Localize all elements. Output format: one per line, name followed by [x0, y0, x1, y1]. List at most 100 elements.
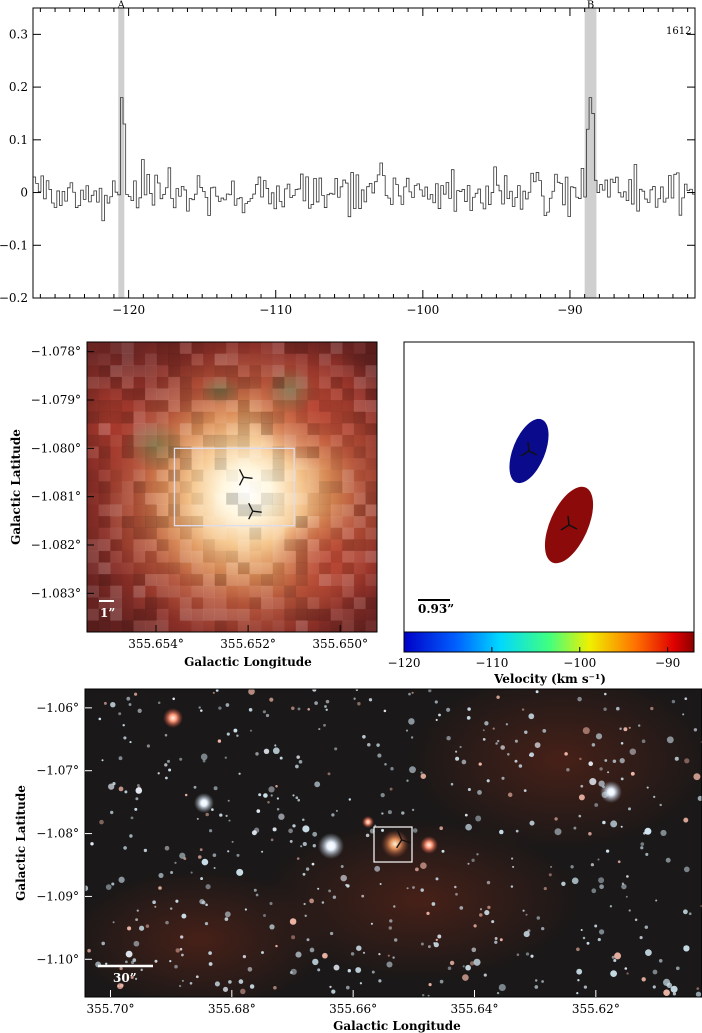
image-pixel — [98, 469, 111, 482]
image-pixel — [191, 411, 204, 424]
image-pixel — [261, 492, 273, 505]
field-star — [473, 924, 477, 928]
field-star — [98, 717, 102, 721]
image-pixel — [203, 446, 215, 459]
image-pixel — [272, 504, 285, 517]
image-pixel — [87, 388, 99, 401]
field-star — [158, 886, 162, 890]
image-pixel — [307, 597, 320, 610]
field-star — [129, 834, 133, 838]
field-star — [639, 936, 643, 940]
image-pixel — [87, 458, 99, 470]
image-pixel — [295, 376, 308, 389]
image-pixel — [296, 470, 308, 482]
image-pixel — [156, 574, 169, 586]
image-pixel — [110, 365, 123, 378]
y-tick-label: −1.09° — [36, 889, 79, 903]
image-pixel — [168, 434, 181, 447]
field-star — [475, 815, 482, 822]
image-pixel — [203, 469, 215, 482]
field-star — [610, 820, 618, 828]
image-pixel — [331, 354, 343, 366]
image-pixel — [295, 446, 308, 459]
pixel-grid — [87, 342, 377, 632]
field-star — [514, 759, 518, 763]
field-star — [590, 863, 595, 867]
field-star — [348, 798, 352, 801]
field-star — [347, 969, 351, 973]
image-pixel — [99, 388, 111, 400]
image-pixel — [156, 608, 169, 621]
image-pixel — [365, 458, 377, 470]
zoom-frame — [86, 341, 378, 633]
image-pixel — [307, 469, 320, 482]
image-pixel — [319, 539, 331, 552]
image-pixel — [354, 458, 366, 470]
velocity-points — [509, 418, 594, 564]
image-pixel — [330, 516, 343, 528]
field-star — [652, 985, 656, 989]
image-pixel — [121, 388, 134, 401]
field-star — [111, 882, 115, 886]
image-pixel — [365, 388, 377, 401]
image-pixel — [226, 400, 239, 412]
image-pixel — [156, 388, 169, 401]
field-star — [688, 912, 692, 916]
image-pixel — [237, 539, 250, 552]
image-pixel — [330, 388, 343, 401]
field-star — [350, 952, 355, 956]
field-star — [412, 886, 415, 889]
image-pixel — [353, 353, 366, 366]
field-star — [256, 809, 261, 813]
field-star — [672, 992, 677, 996]
image-pixel — [226, 620, 239, 632]
field-star — [275, 944, 278, 948]
image-pixel — [319, 376, 331, 389]
image-pixel — [121, 620, 134, 632]
x-tick-label: −100 — [406, 303, 439, 317]
image-pixel — [214, 585, 227, 598]
image-pixel — [214, 400, 227, 412]
image-pixel — [307, 608, 320, 621]
image-pixel — [226, 562, 239, 575]
image-pixel — [226, 342, 239, 354]
image-pixel — [203, 353, 215, 366]
field-star — [130, 816, 134, 820]
image-pixel — [226, 469, 239, 482]
field-star — [388, 926, 393, 930]
field-star — [459, 906, 464, 910]
wide-ylabel: Galactic Latitude — [14, 785, 28, 901]
field-star — [454, 885, 457, 889]
field-star — [591, 888, 597, 894]
image-pixel — [214, 527, 227, 540]
field-star — [371, 970, 375, 974]
field-star — [365, 833, 370, 838]
field-star — [406, 887, 409, 890]
field-star — [420, 942, 424, 946]
field-star — [236, 868, 244, 876]
field-star — [200, 709, 203, 712]
image-pixel — [133, 550, 146, 563]
image-pixel — [203, 516, 215, 528]
image-pixel — [156, 400, 169, 412]
image-pixel — [237, 620, 250, 632]
image-pixel — [191, 492, 204, 505]
field-star — [331, 813, 335, 817]
image-pixel — [110, 585, 123, 598]
field-star — [465, 964, 471, 971]
image-pixel — [353, 597, 366, 610]
image-pixel — [121, 585, 134, 598]
image-pixel — [121, 446, 134, 459]
field-star — [356, 945, 362, 951]
image-pixel — [215, 539, 227, 551]
field-star — [306, 938, 310, 942]
field-star — [251, 830, 257, 836]
image-pixel — [191, 365, 204, 378]
field-star — [496, 695, 500, 699]
image-pixel — [87, 493, 99, 505]
field-star — [405, 729, 409, 732]
image-pixel — [98, 481, 111, 494]
image-pixel — [98, 446, 111, 459]
field-star — [619, 727, 622, 731]
